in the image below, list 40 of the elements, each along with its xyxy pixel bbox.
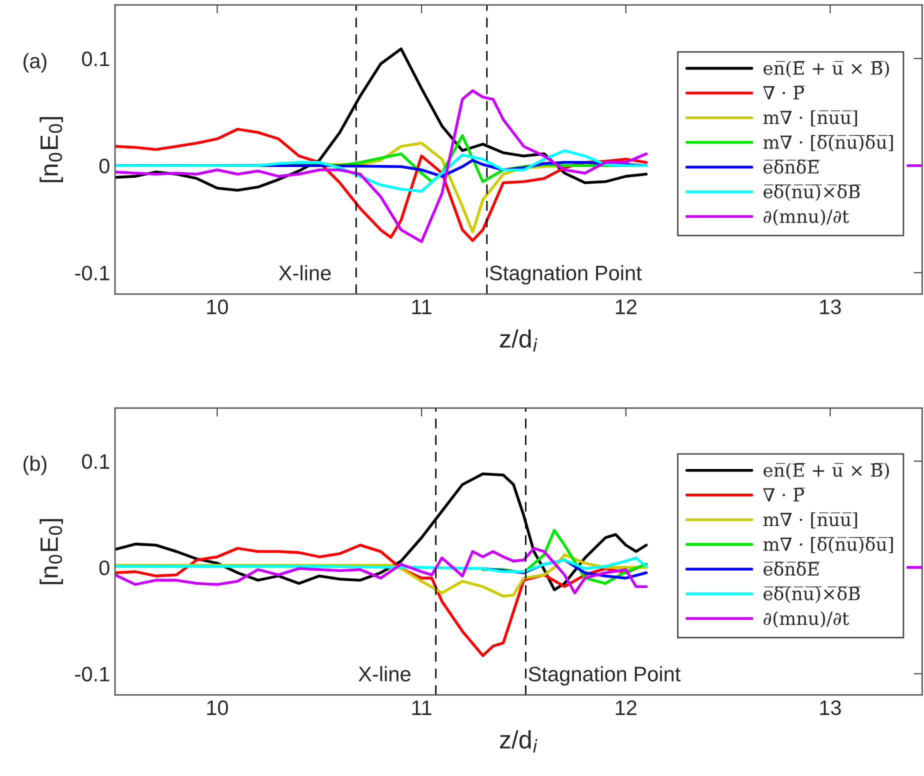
y-tick-label: 0.1	[82, 52, 110, 66]
text: (a)	[24, 53, 46, 72]
y-tick-label: 0	[99, 158, 110, 174]
legend-label: ∇ · P̅	[763, 86, 805, 100]
ref-line-label: Stagnation Point	[528, 666, 681, 686]
x-tick-label: 12	[616, 300, 636, 314]
x-tick-label: 12	[616, 700, 636, 715]
legend-label: ∇ · P̅	[763, 488, 805, 502]
legend-label: m∇ · [n̅u̅u̅]	[763, 110, 858, 126]
x-tick-label: 11	[412, 700, 432, 715]
y-axis-title: [n$_{0}$E$_{0}$]	[40, 519, 63, 584]
x-axis-title: z/d$_{i}$	[500, 329, 538, 352]
y-tick-label: -0.1	[75, 666, 110, 682]
legend-label: en̅(E̅ + u̅ × B̅)	[764, 60, 889, 78]
legend-label: e̅δ̅(̅n̅u̅)̅×̅δ̅B̅	[764, 586, 861, 603]
x-tick-label: 13	[820, 300, 841, 314]
y-tick-label: 0	[99, 560, 110, 576]
ref-line-label: Stagnation Point	[490, 265, 642, 285]
legend-label: m∇ · [δ̅(̅n̅u̅)̅δ̅u̅]	[763, 536, 893, 554]
x-axis-title: z/d$_{i}$	[500, 730, 538, 752]
x-tick-label: 13	[820, 700, 841, 716]
legend-label: en̅(E̅ + u̅ × B̅)	[764, 462, 889, 480]
ref-line-label: X-line	[278, 265, 331, 280]
text: (b)	[24, 456, 46, 476]
legend-label: m∇ · [δ̅(̅n̅u̅)̅δ̅u̅]	[763, 134, 893, 152]
x-tick-label: 10	[207, 700, 228, 716]
x-tick-label: 10	[207, 300, 228, 314]
y-tick-label: 0.1	[82, 454, 110, 469]
line-series	[115, 556, 648, 574]
legend-label: e̅δ̅n̅δ̅E̅	[764, 562, 820, 576]
legend-label: e̅δ̅n̅δ̅E̅	[764, 160, 820, 174]
x-tick-label: 11	[412, 300, 432, 314]
y-tick-label: -0.1	[75, 266, 110, 280]
ref-line-label: X-line	[358, 666, 410, 682]
y-axis-title: [n$_{0}$E$_{0}$]	[40, 117, 63, 182]
legend-label: m∇ · [n̅u̅u̅]	[763, 512, 858, 528]
legend-label: e̅δ̅(̅n̅u̅)̅×̅δ̅B̅	[764, 184, 861, 201]
line-series	[115, 149, 648, 193]
legend-label: ∂(mnu)/∂t	[764, 611, 849, 628]
legend-label: ∂(mnu)/∂t	[764, 209, 849, 226]
